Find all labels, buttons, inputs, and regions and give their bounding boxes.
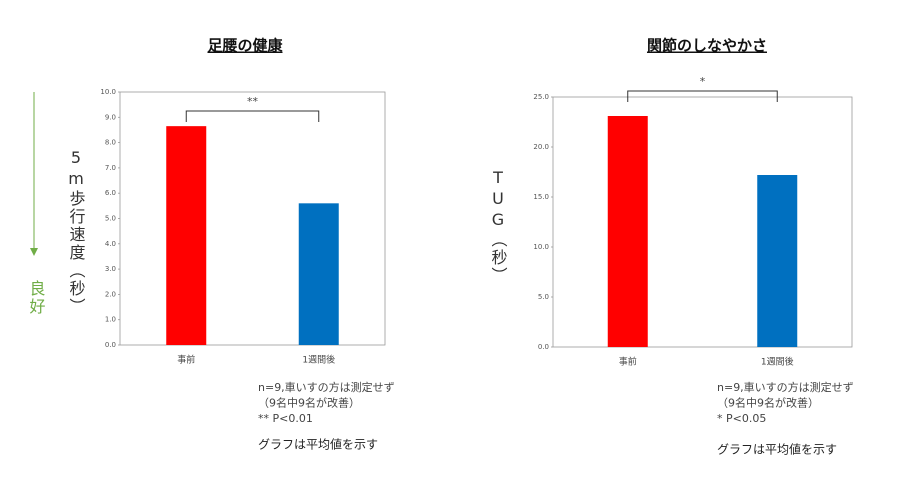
y-tick-label: 4.0	[105, 240, 116, 248]
y-axis-label: 5m歩行速度（秒）	[67, 148, 86, 316]
y-tick-label: 0.0	[538, 343, 549, 351]
significance-bracket	[185, 110, 320, 122]
y-axis-label: TUG（秒）	[489, 168, 508, 285]
x-tick-label: 事前	[619, 356, 637, 368]
y-tick-label: 7.0	[105, 164, 116, 172]
y-tick-label: 1.0	[105, 316, 116, 324]
y-tick-label: 10.0	[100, 88, 116, 96]
bar	[166, 126, 207, 345]
footer-note: グラフは平均値を示す	[258, 437, 378, 452]
y-tick-label: 8.0	[105, 139, 116, 147]
y-tick-label: 25.0	[533, 93, 549, 101]
y-tick-label: 9.0	[105, 113, 116, 121]
plot-area	[119, 91, 386, 346]
x-tick-label: 事前	[177, 354, 195, 366]
plot-area	[552, 96, 853, 348]
note: ** P<0.01	[258, 412, 313, 425]
y-tick-label: 6.0	[105, 189, 116, 197]
bar	[607, 116, 648, 347]
y-tick-label: 15.0	[533, 193, 549, 201]
x-tick-label: 1週間後	[761, 356, 794, 368]
significance-label: **	[247, 95, 259, 108]
note: （9名中9名が改善）	[258, 396, 360, 410]
significance-bracket	[627, 90, 778, 102]
y-tick-label: 5.0	[105, 215, 116, 223]
side-note: 良好	[27, 280, 46, 316]
note: （9名中9名が改善）	[717, 396, 819, 410]
footer-note: グラフは平均値を示す	[717, 442, 837, 457]
bar	[298, 203, 339, 345]
note: n=9,車いすの方は測定せず	[258, 380, 395, 394]
y-tick-label: 2.0	[105, 290, 116, 298]
y-tick-label: 5.0	[538, 293, 549, 301]
y-tick-label: 0.0	[105, 341, 116, 349]
bar	[757, 175, 798, 347]
significance-label: *	[700, 75, 706, 88]
better-arrowhead	[30, 248, 38, 256]
y-tick-label: 3.0	[105, 265, 116, 273]
y-tick-label: 20.0	[533, 143, 549, 151]
note: * P<0.05	[717, 412, 766, 425]
note: n=9,車いすの方は測定せず	[717, 380, 854, 394]
y-tick-label: 10.0	[533, 243, 549, 251]
x-tick-label: 1週間後	[302, 354, 335, 366]
chart-title: 足腰の健康	[207, 37, 283, 55]
chart-title: 関節のしなやかさ	[647, 37, 767, 55]
